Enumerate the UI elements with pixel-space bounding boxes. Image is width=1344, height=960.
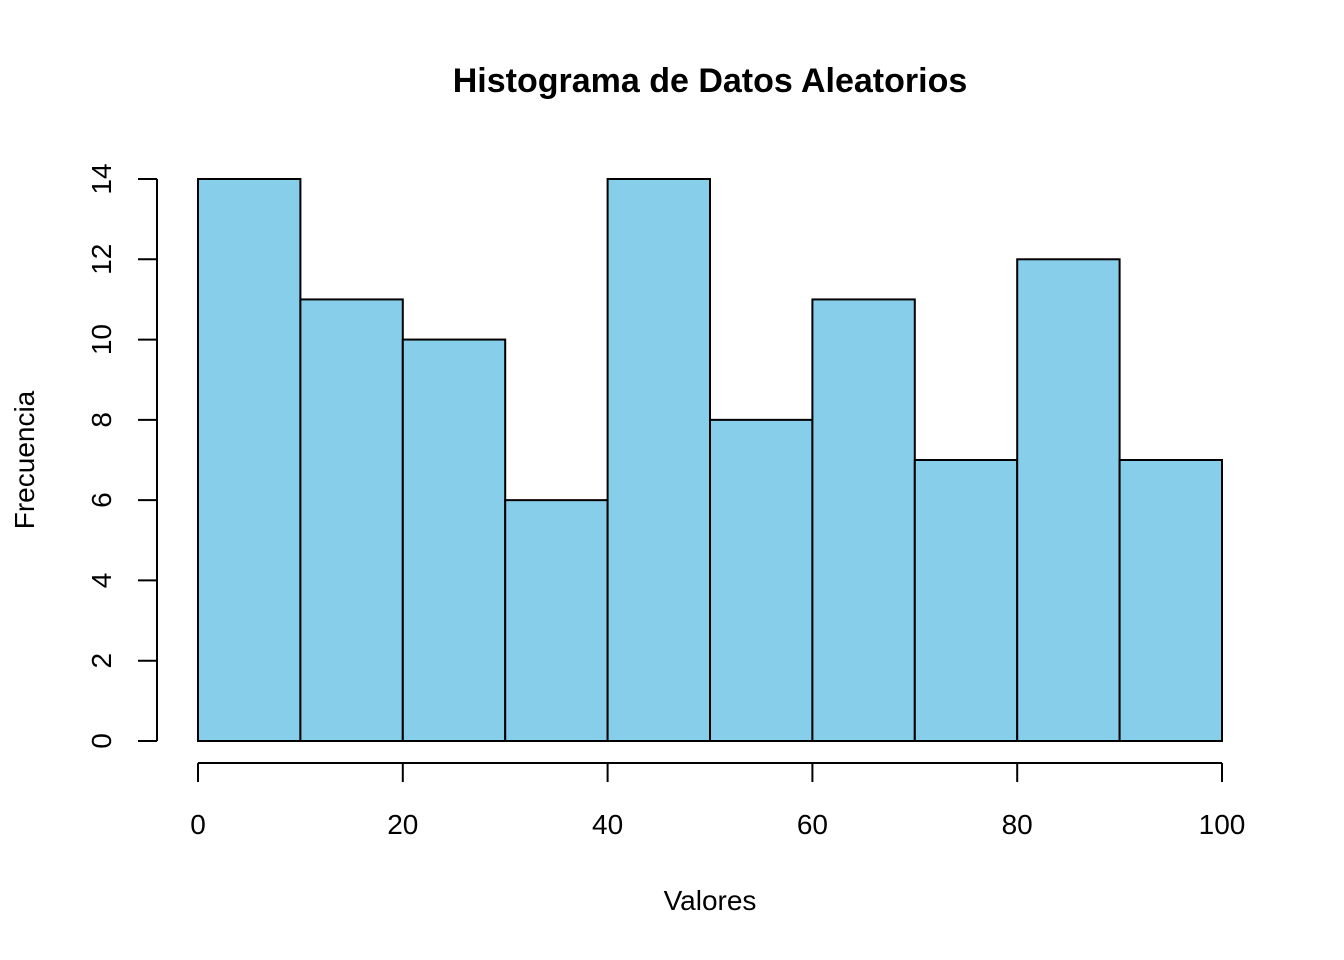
y-axis-label: Frecuencia [9,390,40,529]
x-tick-label-40: 40 [592,809,623,840]
x-tick-label-80: 80 [1002,809,1033,840]
x-axis: 0 20 40 60 80 100 [190,762,1246,840]
histogram-bar-80-90 [1016,258,1121,742]
histogram-bar-0-10 [197,178,302,742]
y-tick-label-4: 4 [86,573,117,589]
histogram-bar-90-100 [1118,459,1223,742]
histogram-bar-60-70 [811,298,916,742]
bars-group [197,178,1223,742]
x-tick-label-20: 20 [387,809,418,840]
chart-title: Histograma de Datos Aleatorios [453,62,968,100]
x-tick-label-0: 0 [190,809,206,840]
histogram-bar-50-60 [709,418,814,742]
histogram-bar-30-40 [504,499,609,742]
y-tick-label-10: 10 [86,324,117,355]
x-tick-label-100: 100 [1199,809,1246,840]
histogram-bar-70-80 [913,459,1019,742]
y-tick-label-14: 14 [86,163,117,194]
y-axis: 0 2 4 6 8 10 12 14 [86,163,158,749]
histogram-bar-20-30 [401,338,507,742]
x-axis-label: Valores [664,885,757,916]
y-tick-label-0: 0 [86,733,117,749]
y-tick-label-2: 2 [86,653,117,669]
y-tick-label-12: 12 [86,244,117,275]
histogram-bar-10-20 [299,298,404,742]
x-tick-label-60: 60 [797,809,828,840]
y-tick-label-6: 6 [86,492,117,508]
y-tick-label-8: 8 [86,412,117,428]
histogram-bar-40-50 [606,178,711,742]
